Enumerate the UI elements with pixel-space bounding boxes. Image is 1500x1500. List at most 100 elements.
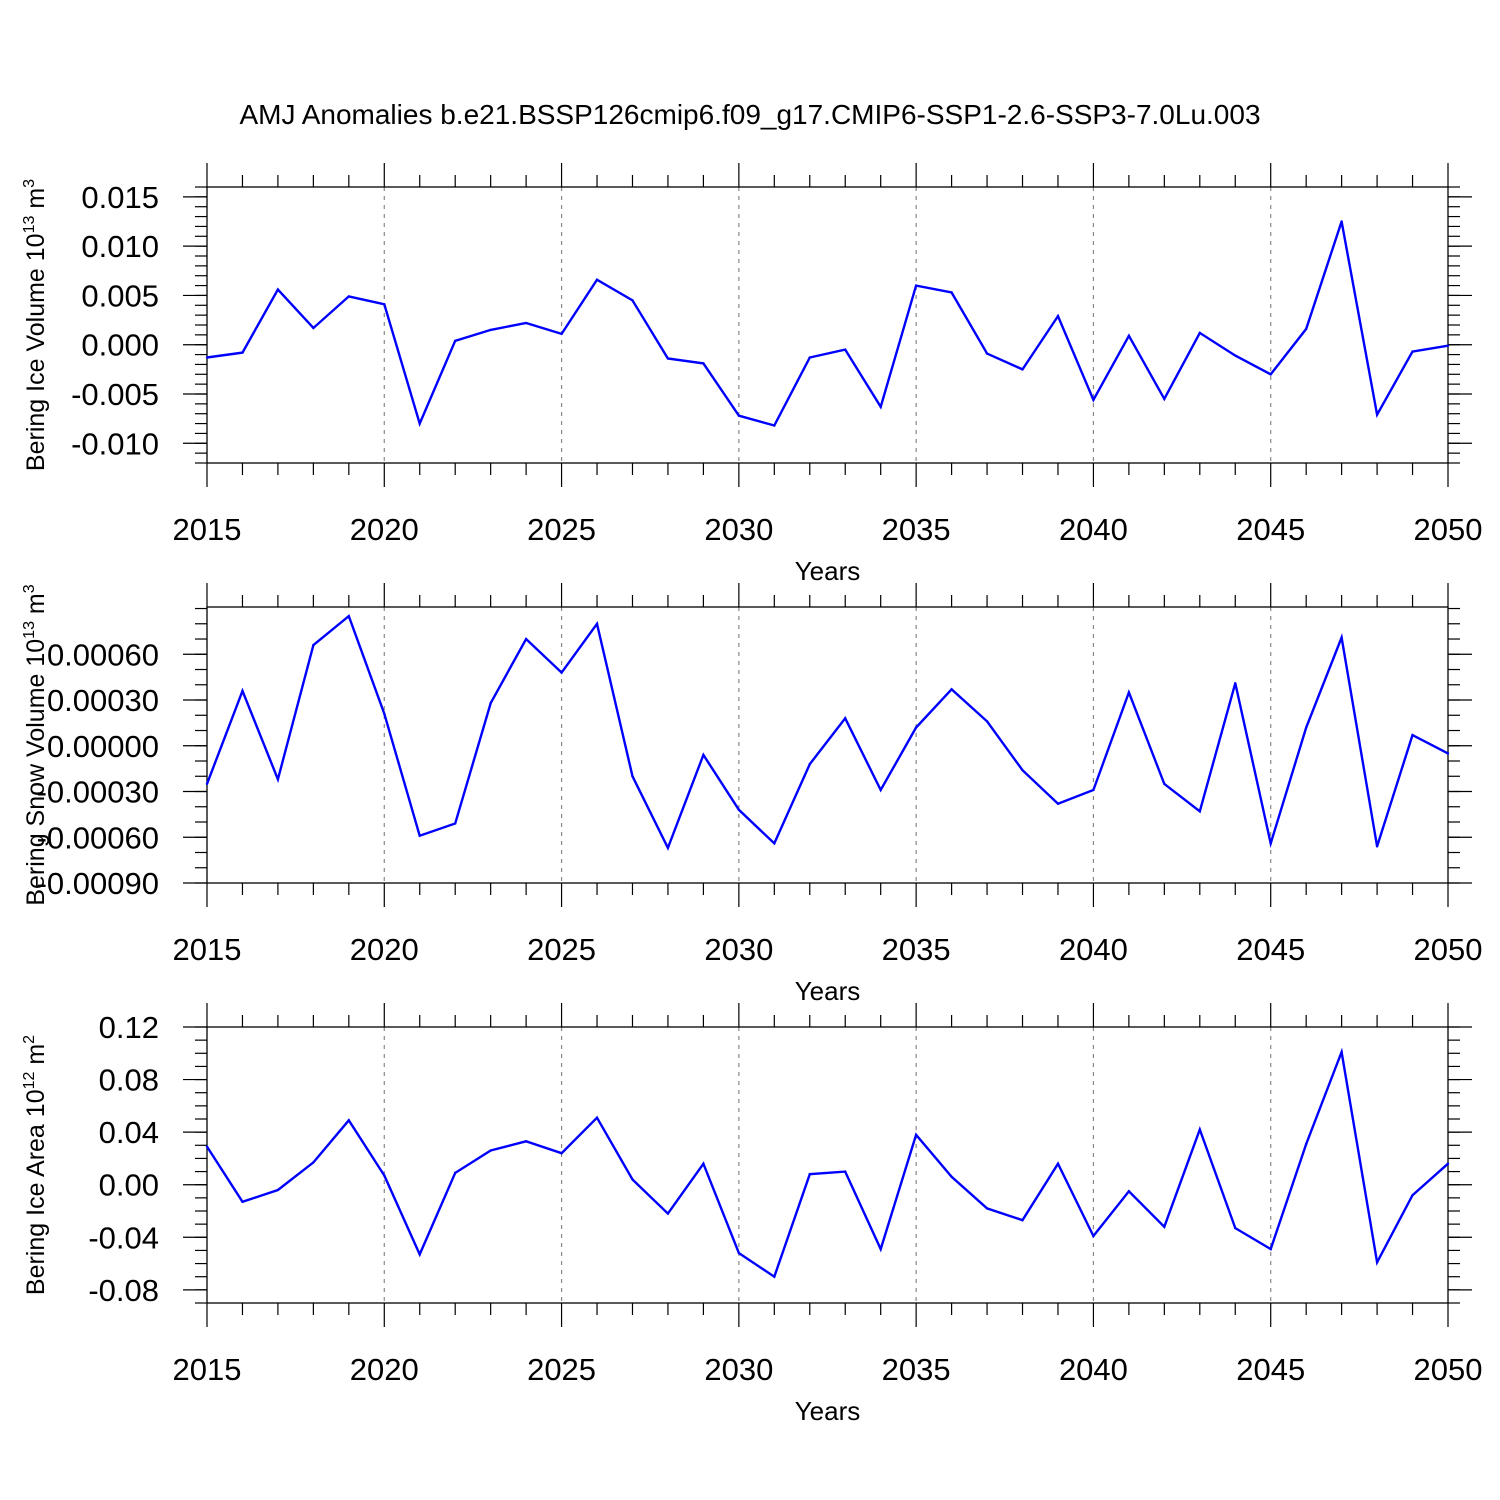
data-point [205, 356, 209, 359]
y-tick-label: -0.00090 [37, 866, 159, 901]
y-tick-label: 0.12 [99, 1010, 159, 1045]
y-tick-label: -0.00030 [37, 775, 159, 810]
data-point [560, 332, 563, 336]
y-tick-label: 0.00060 [47, 637, 159, 672]
data-point [276, 288, 280, 291]
data-point [1446, 344, 1450, 347]
x-tick-label: 2040 [1059, 512, 1128, 547]
data-point [312, 643, 315, 647]
figure-title: AMJ Anomalies b.e21.BSSP126cmip6.f09_g17… [239, 99, 1260, 130]
data-point [914, 726, 918, 729]
data-point [808, 1173, 811, 1176]
data-point [914, 1133, 918, 1136]
y-axis-label-exponent: 12 [21, 1071, 38, 1089]
y-axis-label: Bering Snow Volume 1013 m3 [21, 584, 50, 905]
data-point [773, 424, 776, 427]
data-point [631, 775, 634, 778]
plot-frame [206, 1026, 1449, 1304]
y-axis-label-text: Bering Ice Volume 10 [22, 233, 50, 471]
series-line [206, 221, 1449, 428]
x-axis-label: Years [795, 1396, 861, 1426]
y-axis-label-unit: m [22, 593, 50, 621]
data-point [1375, 413, 1379, 416]
y-axis-label-unit-exponent: 2 [21, 1035, 38, 1044]
data-point [1234, 682, 1237, 685]
data-point [631, 1178, 634, 1181]
data-point [1056, 1162, 1060, 1165]
data-point [1056, 802, 1060, 805]
data-point [950, 688, 953, 691]
y-tick-label: 0.015 [81, 180, 159, 215]
y-axis-label-text: Bering Snow Volume 10 [22, 639, 50, 906]
data-point [1340, 220, 1343, 223]
data-point [1127, 1190, 1131, 1193]
data-point [560, 1151, 563, 1155]
x-tick-label: 2045 [1236, 932, 1305, 967]
data-point [418, 1253, 421, 1256]
data-point [595, 1116, 599, 1119]
data-point [418, 422, 421, 425]
data-point [595, 278, 599, 281]
data-point [844, 717, 847, 720]
data-point [1340, 636, 1343, 639]
x-tick-label: 2015 [173, 1352, 242, 1387]
data-point [276, 1188, 280, 1192]
data-point [347, 614, 351, 618]
data-point [1198, 810, 1202, 813]
data-point [347, 295, 351, 298]
data-point [312, 1161, 315, 1164]
chart-panel-2: 2015 2020 2025 2030 2035 2040 2045 2050 Years 0.0… [21, 583, 1482, 1006]
panels: 2015 2020 2025 2030 2035 2040 2045 2050 Years 0.0… [21, 163, 1482, 1426]
y-tick-label: -0.00060 [37, 820, 159, 855]
data-point [1127, 691, 1131, 694]
x-tick-label: 2050 [1414, 932, 1483, 967]
data-point [879, 405, 882, 409]
data-point [524, 321, 528, 325]
y-axis-label-unit-exponent: 3 [21, 584, 38, 593]
data-point [383, 1174, 386, 1177]
data-point [985, 352, 989, 355]
data-point [241, 1200, 244, 1204]
y-tick-label: 0.010 [81, 229, 159, 264]
series-line [205, 1047, 1449, 1279]
data-point [1163, 397, 1166, 401]
x-axis-label: Years [795, 976, 861, 1006]
x-tick-label: 2050 [1414, 512, 1483, 547]
data-point [418, 834, 421, 837]
data-point [1092, 788, 1095, 792]
y-tick-label: -0.005 [71, 377, 159, 412]
data-point [1092, 398, 1095, 402]
y-tick-label: 0.04 [99, 1115, 159, 1150]
data-point [1304, 726, 1308, 729]
y-axis-label-unit-exponent: 3 [21, 179, 38, 188]
x-tick-label: 2020 [350, 512, 419, 547]
data-point [808, 356, 811, 359]
data-point [205, 782, 209, 786]
data-point [454, 1171, 457, 1175]
data-point [1411, 1194, 1414, 1197]
data-point [383, 712, 386, 715]
data-point [808, 762, 811, 766]
data-point [454, 822, 457, 825]
data-point [312, 326, 315, 330]
data-point [950, 1175, 953, 1179]
data-point [666, 846, 670, 850]
data-point [276, 778, 280, 781]
data-point [773, 842, 776, 845]
x-tick-label: 2015 [173, 932, 242, 967]
data-point [879, 788, 882, 792]
data-point [1269, 842, 1272, 845]
data-point [844, 348, 847, 351]
data-point [1340, 1050, 1343, 1054]
data-point [1304, 327, 1308, 331]
x-tick-label: 2030 [704, 512, 773, 547]
data-point [1021, 368, 1024, 371]
data-point [595, 622, 599, 625]
data-point [737, 808, 741, 812]
data-point [1269, 1247, 1272, 1251]
x-tick-label: 2035 [882, 1352, 951, 1387]
data-point [844, 1170, 847, 1173]
data-point [1163, 1225, 1166, 1228]
y-axis-label-text: Bering Ice Area 10 [22, 1089, 50, 1295]
